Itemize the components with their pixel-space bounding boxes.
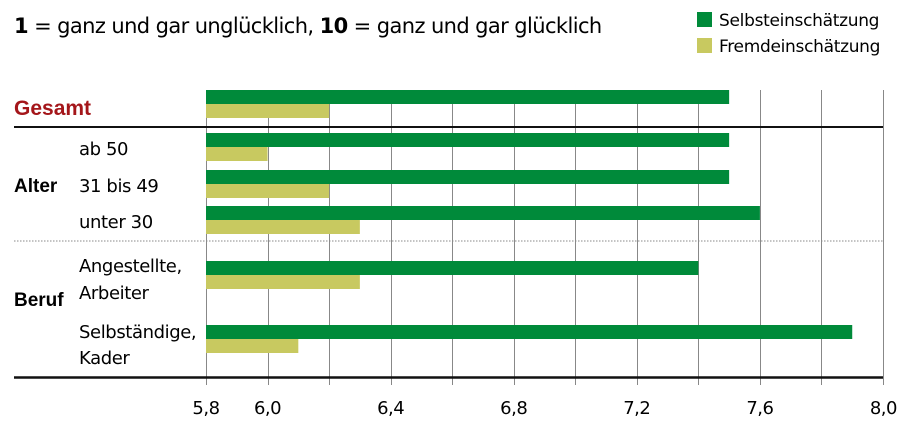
group-label-beruf: Beruf bbox=[14, 290, 64, 311]
bar-fremdeinschaetzung bbox=[206, 184, 330, 198]
row-label-angestellte: Angestellte, bbox=[79, 256, 182, 277]
row-label-arbeiter: Arbeiter bbox=[79, 283, 150, 304]
bar-fremdeinschaetzung bbox=[206, 147, 268, 161]
legend-label-selbsteinschaetzung: Selbsteinschätzung bbox=[719, 11, 879, 31]
row-label-31-bis-49: 31 bis 49 bbox=[79, 176, 158, 197]
row-label-unter-30: unter 30 bbox=[79, 212, 153, 233]
bar-fremdeinschaetzung bbox=[206, 220, 360, 234]
bar-selbsteinschaetzung bbox=[206, 206, 760, 220]
legend-label-fremdeinschaetzung: Fremdeinschätzung bbox=[719, 37, 880, 57]
row-label-ab-50: ab 50 bbox=[79, 139, 128, 160]
bars bbox=[206, 90, 853, 353]
subtitle-scale-min-text: = ganz und gar unglücklich, bbox=[28, 14, 320, 38]
x-axis-ticks: 5,8 6,0 6,4 6,8 7,2 7,6 8,0 bbox=[192, 398, 897, 419]
row-label-selbstaendige: Selbständige, bbox=[79, 322, 196, 343]
bar-fremdeinschaetzung bbox=[206, 339, 299, 353]
x-tick-label: 6,0 bbox=[254, 398, 281, 419]
x-tick-label: 6,8 bbox=[500, 398, 527, 419]
legend-swatch-fremdeinschaetzung bbox=[697, 38, 712, 53]
x-tick-label: 8,0 bbox=[870, 398, 897, 419]
x-tick-label: 7,6 bbox=[746, 398, 773, 419]
legend-swatch-selbsteinschaetzung bbox=[697, 12, 712, 27]
bar-selbsteinschaetzung bbox=[206, 261, 699, 275]
row-label-kader: Kader bbox=[79, 348, 130, 369]
group-label-gesamt: Gesamt bbox=[14, 97, 91, 120]
x-tick-label: 7,2 bbox=[623, 398, 650, 419]
category-labels: Gesamt Alter Beruf ab 50 31 bis 49 unter… bbox=[14, 97, 197, 369]
bar-selbsteinschaetzung bbox=[206, 133, 730, 147]
subtitle-scale-max: 10 bbox=[320, 14, 348, 38]
bar-selbsteinschaetzung bbox=[206, 90, 730, 104]
bar-selbsteinschaetzung bbox=[206, 170, 730, 184]
legend: Selbsteinschätzung Fremdeinschätzung bbox=[697, 11, 880, 57]
bar-fremdeinschaetzung bbox=[206, 104, 330, 118]
x-tick-label: 5,8 bbox=[192, 398, 219, 419]
chart-subtitle: 1 = ganz und gar unglücklich, 10 = ganz … bbox=[14, 14, 602, 38]
bar-fremdeinschaetzung bbox=[206, 275, 360, 289]
bar-selbsteinschaetzung bbox=[206, 325, 853, 339]
subtitle-scale-max-text: = ganz und gar glücklich bbox=[348, 14, 602, 38]
group-label-alter: Alter bbox=[14, 176, 58, 197]
subtitle-scale-min: 1 bbox=[14, 14, 28, 38]
x-tick-label: 6,4 bbox=[377, 398, 404, 419]
